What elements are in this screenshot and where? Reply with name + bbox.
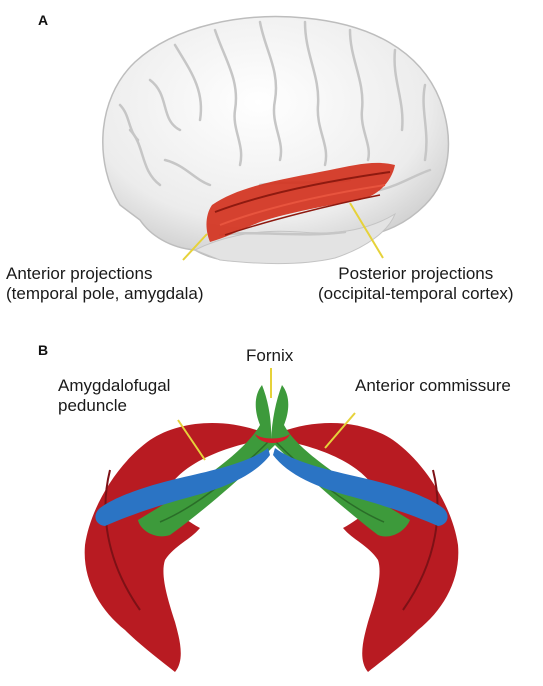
posterior-label-line1: Posterior projections xyxy=(338,264,494,283)
red-tract-right xyxy=(281,422,459,672)
anterior-label-line1: Anterior projections xyxy=(6,264,153,283)
fornix-label: Fornix xyxy=(246,346,294,365)
commissure-pointer-line xyxy=(324,412,356,449)
red-tract-left xyxy=(84,422,262,672)
blue-tract-left xyxy=(95,448,270,526)
posterior-pointer-line xyxy=(349,202,384,259)
blue-tract-right xyxy=(273,448,448,526)
anterior-pointer-line xyxy=(182,233,208,261)
posterior-projections-label: Posterior projections (occipital-tempora… xyxy=(318,264,514,304)
anterior-commissure-label: Anterior commissure xyxy=(355,376,511,395)
amygdalofugal-label-line1: Amygdalofugal xyxy=(58,376,171,395)
panel-b-letter: B xyxy=(38,342,49,358)
red-crossing xyxy=(255,434,290,443)
tract-panel-a xyxy=(206,162,395,242)
anterior-projections-label: Anterior projections (temporal pole, amy… xyxy=(6,264,203,304)
brain-outline xyxy=(102,15,450,262)
amygdalofugal-label-line2: peduncle xyxy=(58,396,128,415)
amygdalofugal-label: Amygdalofugal peduncle xyxy=(58,376,170,416)
anterior-label-line2: (temporal pole, amygdala) xyxy=(6,284,204,303)
posterior-label-line2: (occipital-temporal cortex) xyxy=(318,284,514,303)
tracts-panel-b xyxy=(84,385,459,672)
brain-illustration xyxy=(102,15,450,264)
amygdalofugal-pointer-line xyxy=(177,419,206,461)
panel-a-letter: A xyxy=(38,12,49,28)
